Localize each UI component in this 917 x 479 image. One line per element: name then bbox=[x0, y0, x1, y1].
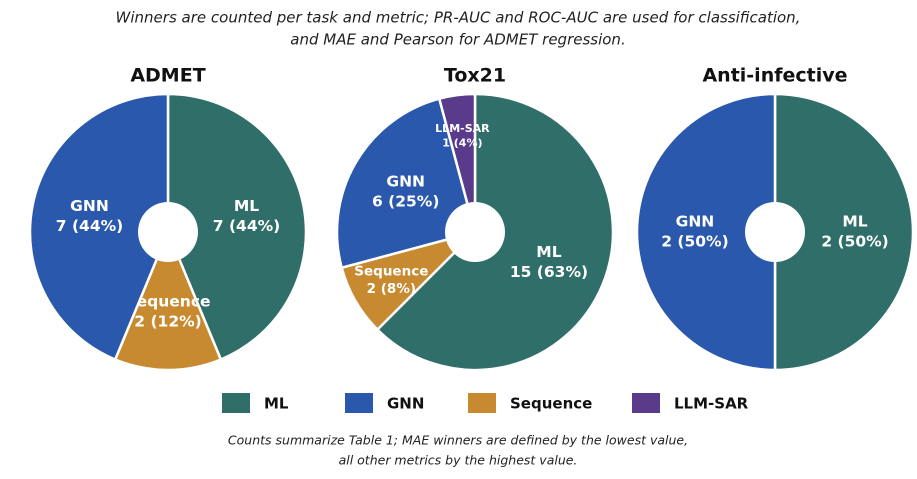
value-label: 15 (63%) bbox=[510, 263, 588, 281]
value-label: 2 (8%) bbox=[367, 281, 416, 297]
slice-label: ML bbox=[234, 197, 259, 215]
value-label: 7 (44%) bbox=[56, 217, 123, 235]
legend-swatch bbox=[345, 393, 373, 413]
slice-label: ML bbox=[536, 243, 561, 261]
chart-title: Anti-infective bbox=[702, 65, 847, 87]
donut-hole bbox=[445, 202, 505, 262]
slice-label: GNN bbox=[676, 212, 715, 230]
legend-label: LLM-SAR bbox=[674, 395, 749, 413]
pie-slice bbox=[166, 92, 308, 362]
slice-label: ML bbox=[842, 212, 867, 230]
value-label: 1 (4%) bbox=[442, 136, 482, 149]
chart-title: ADMET bbox=[130, 65, 205, 87]
donut-hole bbox=[138, 202, 198, 262]
legend-swatch bbox=[222, 393, 250, 413]
pie-slice bbox=[113, 228, 223, 372]
pie-slice bbox=[773, 92, 915, 372]
legend-label: Sequence bbox=[510, 395, 592, 413]
legend-label: GNN bbox=[387, 395, 424, 413]
pie-slice bbox=[635, 92, 777, 372]
pie-slice bbox=[28, 92, 170, 362]
caption: Winners are counted per task and metric;… bbox=[116, 9, 801, 27]
slice-label: GNN bbox=[70, 197, 109, 215]
slice-label: Sequence bbox=[125, 292, 210, 310]
value-label: 2 (50%) bbox=[661, 233, 728, 251]
chart-title: Tox21 bbox=[444, 65, 506, 87]
pie-slice bbox=[335, 97, 477, 270]
slice-label: GNN bbox=[386, 172, 425, 190]
donut-hole bbox=[745, 202, 805, 262]
value-label: 2 (12%) bbox=[134, 313, 201, 331]
caption: and MAE and Pearson for ADMET regression… bbox=[290, 31, 625, 49]
pie-slice bbox=[437, 92, 477, 233]
value-label: 2 (50%) bbox=[821, 233, 888, 251]
footnote: Counts summarize Table 1; MAE winners ar… bbox=[228, 433, 688, 448]
value-label: 7 (44%) bbox=[213, 217, 280, 235]
value-label: 6 (25%) bbox=[372, 193, 439, 211]
legend-swatch bbox=[468, 393, 496, 413]
slice-label: Sequence bbox=[354, 264, 428, 280]
legend-label: ML bbox=[264, 395, 289, 413]
legend-swatch bbox=[632, 393, 660, 413]
footnote: all other metrics by the highest value. bbox=[339, 453, 578, 468]
slice-label: LLM-SAR bbox=[435, 122, 490, 135]
